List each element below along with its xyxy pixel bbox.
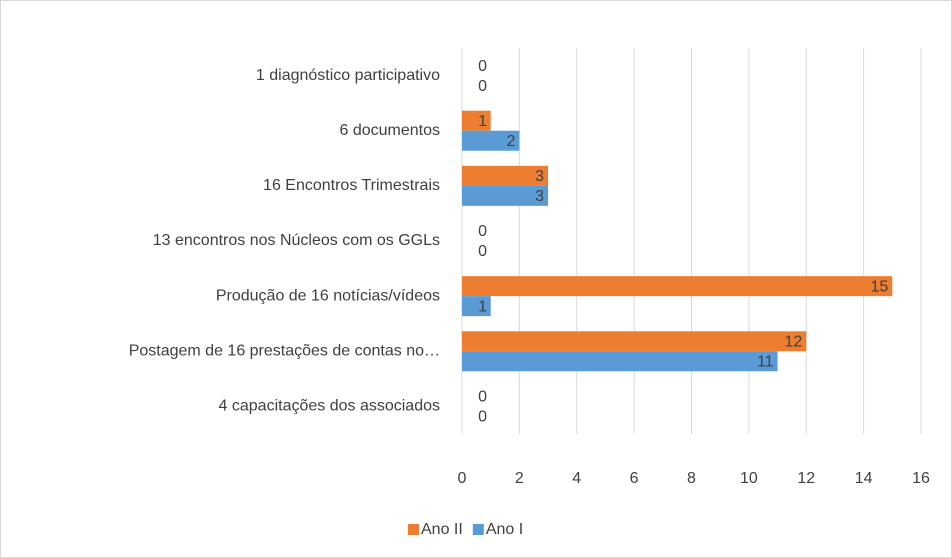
data-label: 1	[478, 298, 487, 315]
category-label: Produção de 16 notícias/vídeos	[216, 287, 440, 304]
legend-label: Ano I	[486, 521, 523, 538]
x-tick-label: 0	[458, 470, 467, 487]
category-label: 1 diagnóstico participativo	[256, 67, 440, 84]
bar	[462, 296, 491, 317]
legend-swatch	[472, 524, 484, 535]
category-label: Postagem de 16 prestações de contas no…	[129, 343, 440, 360]
x-tick-label: 10	[740, 470, 758, 487]
data-label: 3	[535, 168, 544, 185]
category-label: 6 documentos	[339, 122, 440, 139]
bar	[462, 165, 549, 186]
bar	[462, 351, 778, 372]
x-tick-label: 8	[687, 470, 696, 487]
category-label: 4 capacitações dos associados	[219, 398, 440, 415]
category-label: 16 Encontros Trimestrais	[263, 177, 440, 194]
bar	[462, 185, 549, 206]
bar	[462, 110, 491, 131]
data-label: 1	[478, 113, 487, 130]
x-tick-label: 12	[797, 470, 815, 487]
data-label: 0	[478, 389, 487, 406]
data-label: 15	[871, 278, 889, 295]
data-label: 11	[757, 354, 774, 371]
category-label: 13 encontros nos Núcleos com os GGLs	[153, 232, 440, 249]
bar	[462, 331, 807, 352]
legend-swatch	[408, 524, 419, 535]
x-tick-label: 16	[912, 470, 930, 487]
legend-label: Ano II	[421, 521, 463, 538]
data-label: 0	[478, 58, 487, 75]
data-label: 12	[784, 334, 802, 351]
data-label: 0	[478, 78, 487, 95]
data-label: 0	[478, 243, 487, 260]
x-tick-label: 2	[515, 470, 524, 487]
data-label: 3	[535, 188, 544, 205]
data-label: 0	[478, 223, 487, 240]
x-tick-label: 14	[855, 470, 873, 487]
x-tick-label: 4	[572, 470, 581, 487]
bar	[462, 130, 520, 151]
x-tick-label: 6	[630, 470, 639, 487]
bar	[462, 276, 893, 297]
data-label: 0	[478, 409, 487, 426]
data-label: 2	[506, 133, 515, 150]
